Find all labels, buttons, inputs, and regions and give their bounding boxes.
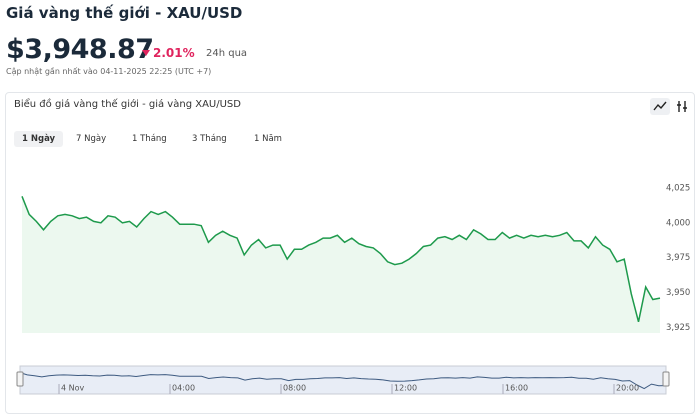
range-tab[interactable]: 3 Tháng [192, 134, 227, 144]
price-line [21, 196, 661, 322]
navigator [19, 365, 667, 395]
y-tick-label: 3,950 [666, 288, 690, 298]
range-tab[interactable]: 1 Năm [254, 134, 282, 144]
navigator-label: 4 Nov [61, 384, 85, 393]
y-tick-label: 4,000 [666, 218, 690, 228]
navigator-line [19, 372, 667, 390]
y-tick-label: 3,975 [666, 253, 690, 263]
change-period: 24h qua [206, 48, 248, 59]
navigator-label: 20:00 [616, 384, 639, 393]
navigator-label: 04:00 [172, 384, 195, 393]
range-tab[interactable]: 1 Ngày [14, 131, 64, 147]
price-change: 2.01% [142, 46, 195, 60]
navigator-label: 12:00 [394, 384, 417, 393]
area-fill [22, 196, 660, 333]
navigator-handle[interactable] [16, 371, 24, 387]
range-tab[interactable]: 7 Ngày [76, 134, 107, 144]
chart-type-icons [650, 98, 687, 115]
updated-time: Cập nhật gần nhất vào 04-11-2025 22:25 (… [6, 67, 212, 76]
price: $3,948.87 [6, 34, 154, 65]
navigator-label: 08:00 [283, 384, 306, 393]
y-tick-label: 3,925 [666, 323, 690, 333]
navigator-label: 16:00 [505, 384, 528, 393]
candle-icon[interactable] [677, 101, 687, 112]
page: Giá vàng thế giới - XAU/USD $3,948.87 2.… [5, 4, 695, 414]
down-arrow [142, 50, 150, 56]
range-tab[interactable]: 1 Tháng [132, 134, 167, 144]
change-value: 2.01% [153, 46, 195, 60]
chart: 4,025 4,000 3,975 3,950 3,925 4 Nov 04:00 08:00… [16, 183, 690, 395]
panel-title: Biểu đồ giá vàng thế giới - giá vàng XAU… [14, 99, 241, 110]
page-title: Giá vàng thế giới - XAU/USD [6, 4, 243, 22]
navigator-handle[interactable] [662, 371, 670, 387]
y-tick-label: 4,025 [666, 183, 690, 193]
